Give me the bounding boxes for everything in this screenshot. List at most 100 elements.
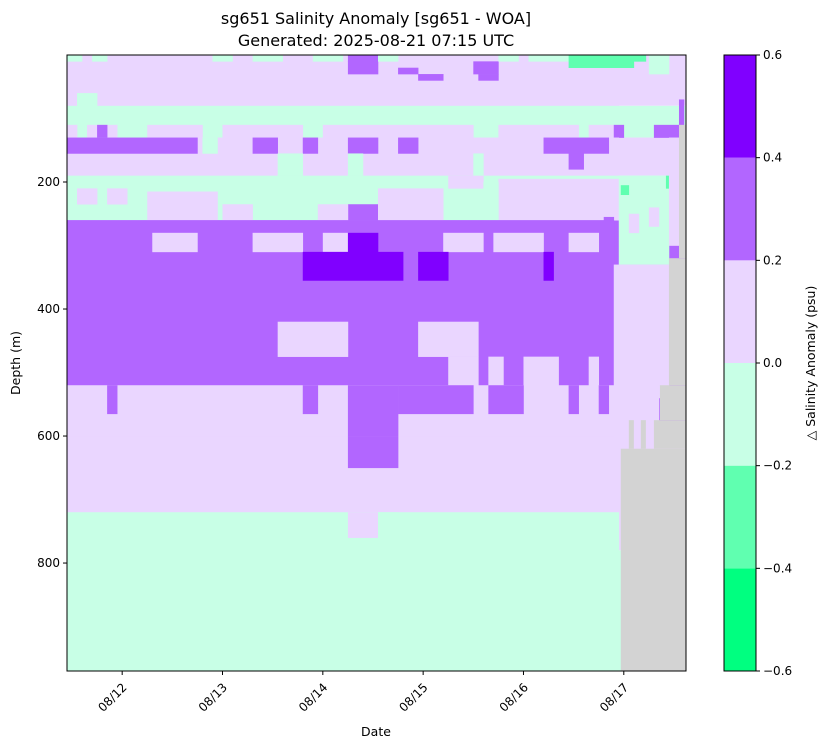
heatmap-cell [347, 204, 379, 221]
heatmap-cell [147, 191, 218, 221]
heatmap-cell [212, 55, 233, 62]
x-tick-label: 08/12 [95, 680, 129, 714]
nodata-cell [628, 420, 634, 449]
heatmap-cell [398, 385, 474, 415]
heatmap-cell [443, 232, 484, 253]
x-tick-label: 08/13 [196, 680, 230, 714]
nodata-cell [620, 448, 686, 671]
colorbar-segment [724, 260, 756, 363]
chart-title-line-1: sg651 Salinity Anomaly [sg651 - WOA] [221, 9, 531, 28]
x-axis-label: Date [361, 724, 391, 739]
heatmap-cell [312, 55, 344, 62]
heatmap-cell [252, 232, 304, 253]
heatmap-cell [653, 124, 680, 138]
heatmap-cell [678, 99, 685, 126]
x-tick-label: 08/17 [597, 680, 631, 714]
heatmap-cell [648, 207, 660, 227]
colorbar-tick-label: 0.0 [763, 356, 782, 370]
colorbar-tick-label: 0.2 [763, 253, 782, 267]
heatmap-cell [302, 385, 319, 415]
nodata-cell [668, 258, 686, 386]
y-tick-label: 200 [37, 175, 60, 189]
heatmap-cell [498, 178, 620, 221]
colorbar-segment [724, 157, 756, 261]
colorbar-ticks: −0.6 −0.4 −0.2 0.0 0.2 0.4 0.6 [756, 48, 792, 678]
heatmap-cell [347, 512, 379, 538]
heatmap-cell [528, 55, 569, 62]
heatmap-cell [613, 264, 670, 386]
heatmap-cell [478, 74, 499, 81]
heatmap-cell [648, 55, 670, 75]
heatmap-cell [347, 385, 399, 443]
heatmap-cell [588, 124, 615, 138]
heatmap-cell [67, 550, 620, 672]
nodata-cell [640, 420, 646, 449]
y-tick-label: 400 [37, 302, 60, 316]
heatmap-cell [598, 385, 610, 415]
heatmap-cell [418, 74, 444, 81]
heatmap-plot-area [67, 55, 686, 672]
y-axis-label: Depth (m) [8, 331, 23, 395]
heatmap-cell [77, 93, 98, 107]
heatmap-cell [398, 537, 620, 551]
y-tick-label: 800 [37, 556, 60, 570]
heatmap-cell [302, 251, 404, 281]
heatmap-cell [498, 124, 579, 138]
plot-frame [66, 54, 687, 672]
heatmap-cell [378, 55, 399, 62]
heatmap-cell [620, 185, 630, 196]
heatmap-cell [473, 153, 484, 176]
heatmap-cell [568, 385, 579, 415]
colorbar-tick-label: −0.2 [763, 459, 792, 473]
colorbar-segment [724, 568, 756, 671]
colorbar [724, 55, 756, 671]
heatmap-cell [568, 55, 605, 69]
heatmap-cell [418, 251, 449, 281]
heatmap-cell [613, 124, 625, 138]
heatmap-cell [347, 153, 364, 176]
heatmap-cell [322, 124, 474, 138]
heatmap-cell [322, 232, 349, 253]
heatmap-cell [252, 137, 278, 154]
heatmap-cell [347, 137, 379, 154]
heatmap-cell [628, 213, 640, 234]
heatmap-cell [448, 175, 484, 189]
heatmap-cell [202, 137, 218, 154]
heatmap-cell [152, 232, 198, 253]
nodata-overlay [620, 124, 686, 671]
heatmap-cell [523, 356, 559, 386]
heatmap-cell [67, 137, 198, 154]
heatmap-cell [483, 182, 499, 221]
heatmap-cell [603, 55, 635, 69]
colorbar-segment [724, 465, 756, 569]
heatmap-cell [67, 55, 83, 62]
heatmap-cell [222, 204, 253, 221]
heatmap-cell [618, 385, 660, 437]
heatmap-cell [67, 55, 620, 107]
heatmap-cell [347, 55, 379, 62]
heatmap-cell [398, 67, 419, 75]
heatmap-cell [568, 232, 600, 253]
heatmap-cell [77, 188, 98, 205]
heatmap-cell [665, 175, 672, 189]
colorbar-tick-label: 0.4 [763, 151, 782, 165]
heatmap-cell [668, 137, 680, 246]
heatmap-cell [498, 55, 519, 62]
heatmap-cell [418, 321, 479, 357]
heatmap-cell [277, 321, 349, 357]
heatmap-cell [347, 61, 379, 75]
heatmap-cell [493, 232, 544, 253]
heatmap-cell [107, 385, 118, 415]
colorbar-segment [724, 55, 756, 158]
heatmap-cell [317, 204, 349, 221]
heatmap-cell [378, 512, 399, 538]
heatmap-cell [588, 356, 600, 386]
colorbar-tick-label: −0.4 [763, 561, 792, 575]
nodata-cell [659, 385, 686, 421]
heatmap-cell [473, 61, 499, 75]
heatmap-cell [603, 216, 615, 265]
colorbar-label: △ Salinity Anomaly (psu) [803, 286, 818, 441]
x-tick-label: 08/16 [497, 680, 531, 714]
y-axis-ticks: 200 400 600 800 [37, 175, 67, 570]
